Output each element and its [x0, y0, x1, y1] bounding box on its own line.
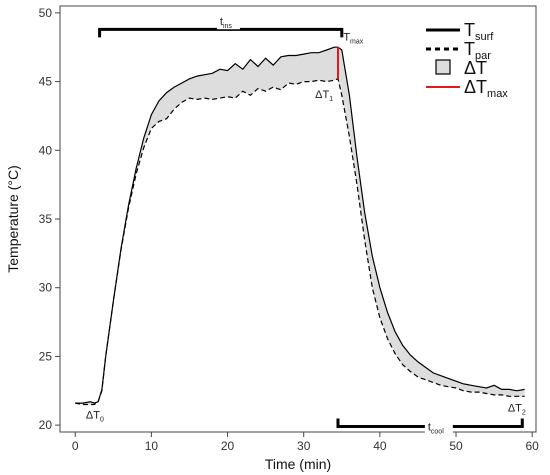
x-tick-label: 40 [373, 439, 387, 453]
x-tick-label: 20 [221, 439, 235, 453]
series-t-surf [75, 46, 525, 404]
label-bg [424, 420, 453, 435]
bracket-t_ins [98, 27, 344, 38]
annotation-t_ins: tins [220, 16, 233, 30]
annotation-t_cool: tcool [428, 422, 444, 436]
x-tick-label: 50 [449, 439, 463, 453]
annotation-dT1: ΔT1 [315, 89, 333, 103]
annotation-T_max: Tmax [343, 31, 363, 45]
y-tick-label: 35 [39, 212, 53, 226]
legend-label-dt: ΔT [464, 58, 487, 78]
annotation-dT2: ΔT2 [508, 402, 526, 416]
legend-label-par: Tpar [464, 39, 491, 62]
delta-t-area [75, 47, 525, 405]
series-t-par [75, 78, 525, 406]
legend-label-surf: Tsurf [464, 20, 494, 43]
y-axis-title: Temperature (°C) [5, 165, 21, 273]
delta-t-fill-layer [75, 47, 525, 405]
legend-swatch-dt [435, 59, 451, 75]
legend-label-dtmax: ΔTmax [464, 77, 508, 100]
series-layer [75, 46, 525, 406]
x-tick-label: 10 [145, 439, 159, 453]
y-tick-label: 40 [39, 143, 53, 157]
x-tick-label: 60 [526, 439, 540, 453]
x-axis-title: Time (min) [265, 456, 331, 472]
label-bg [216, 15, 240, 30]
annotation-dT0: ΔT0 [86, 409, 104, 423]
y-tick-label: 20 [39, 418, 53, 432]
axes: 0 10 20 30 40 50 60 20 25 30 35 40 45 50 [39, 5, 540, 453]
y-tick-label: 25 [39, 349, 53, 363]
y-tick-label: 50 [39, 6, 53, 20]
annotation-layer: tins tcool Tmax ΔT1 ΔT0 ΔT2 [86, 15, 526, 436]
y-tick-label: 30 [39, 281, 53, 295]
y-tick-label: 45 [39, 75, 53, 89]
x-tick-label: 30 [297, 439, 311, 453]
x-tick-label: 0 [72, 439, 79, 453]
